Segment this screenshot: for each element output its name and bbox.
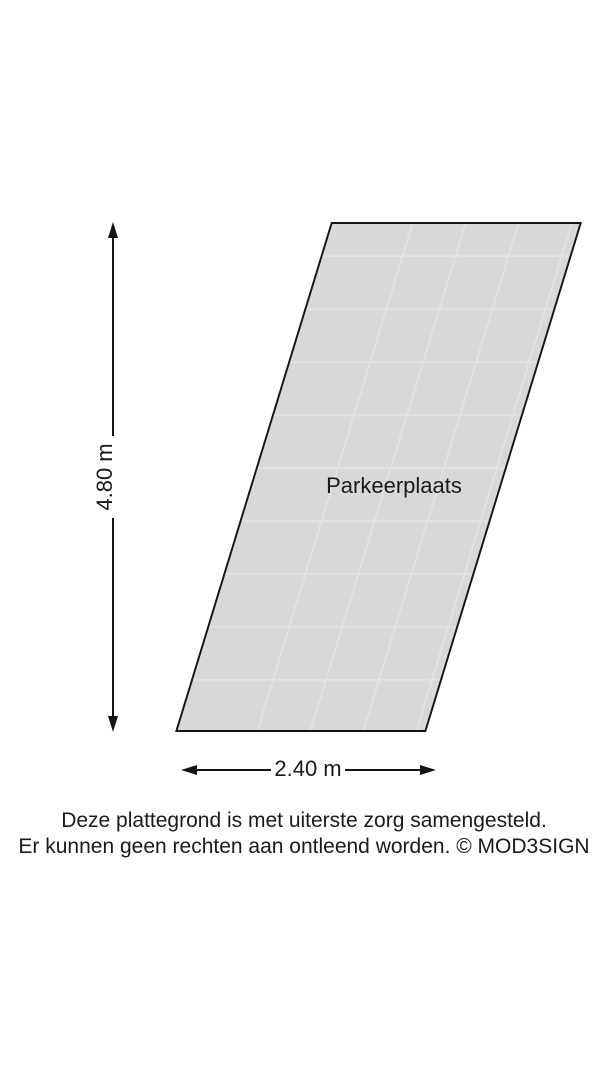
arrow-up-icon [108, 222, 118, 238]
width-dimension-line-right [345, 769, 421, 771]
width-dimension-line-left [195, 769, 271, 771]
arrow-down-icon [108, 716, 118, 732]
disclaimer-line-2: Er kunnen geen rechten aan ontleend word… [18, 835, 590, 858]
height-dimension-line-upper [112, 236, 114, 436]
arrow-left-icon [181, 765, 197, 775]
width-dimension-label: 2.40 m [274, 756, 342, 781]
disclaimer-line-1: Deze plattegrond is met uiterste zorg sa… [61, 809, 547, 832]
height-dimension-label: 4.80 m [92, 443, 117, 511]
arrow-right-icon [420, 765, 436, 775]
room-label: Parkeerplaats [326, 473, 462, 498]
height-dimension-line-lower [112, 518, 114, 718]
disclaimer: Deze plattegrond is met uiterste zorg sa… [0, 808, 608, 860]
